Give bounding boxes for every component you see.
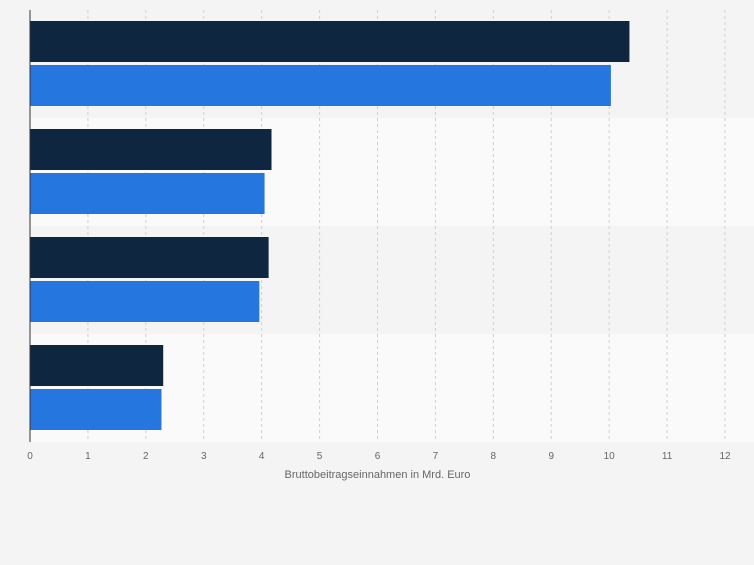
bar xyxy=(30,389,162,430)
x-tick-label: 4 xyxy=(259,451,265,462)
x-tick-label: 9 xyxy=(548,451,554,462)
bar xyxy=(30,237,269,278)
x-tick-label: 1 xyxy=(85,451,91,462)
bar xyxy=(30,281,260,322)
x-axis-label: Bruttobeitragseinnahmen in Mrd. Euro xyxy=(285,469,471,481)
bars xyxy=(30,21,630,430)
x-tick-label: 0 xyxy=(27,451,33,462)
bar xyxy=(30,21,630,62)
bar xyxy=(30,345,164,386)
x-tick-label: 5 xyxy=(317,451,323,462)
x-tick-label: 11 xyxy=(662,451,673,462)
x-tick-label: 2 xyxy=(143,451,149,462)
x-tick-label: 3 xyxy=(201,451,207,462)
bar xyxy=(30,65,611,106)
x-tick-label: 8 xyxy=(491,451,497,462)
x-tick-label: 10 xyxy=(604,451,616,462)
bar xyxy=(30,173,265,214)
x-tick-label: 6 xyxy=(375,451,381,462)
x-tick-label: 7 xyxy=(433,451,439,462)
bar xyxy=(30,129,272,170)
x-tick-labels: 0 1 2 3 4 5 6 7 8 9 10 11 12 xyxy=(27,451,731,462)
x-tick-label: 12 xyxy=(719,451,731,462)
